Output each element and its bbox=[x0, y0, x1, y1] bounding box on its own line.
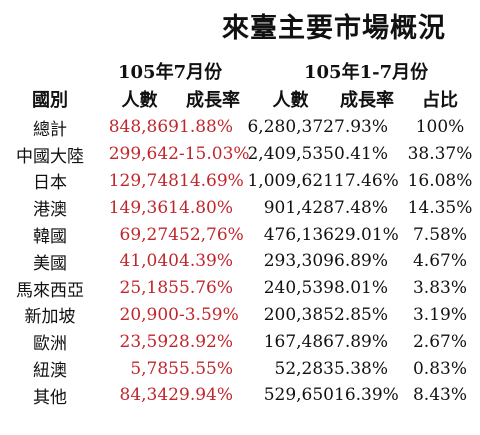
ytd-growth-cell: 2.85% bbox=[334, 304, 389, 325]
july-count-cell: 84,342 bbox=[119, 385, 179, 406]
country-cell: 總計 bbox=[33, 119, 67, 140]
page-title: 來臺主要市場概況 bbox=[222, 13, 446, 44]
column-header-share: 占比 bbox=[422, 90, 458, 111]
ytd-growth-cell: 7.93% bbox=[334, 117, 389, 138]
market-stats-table: 國別 人數 成長率 人數 成長率 占比 總計 848,869 1.88% 6,2… bbox=[0, 84, 480, 409]
july-growth-cell: 4.39% bbox=[179, 251, 234, 272]
share-cell: 0.83% bbox=[412, 358, 467, 379]
ytd-count-cell: 167,486 bbox=[263, 331, 334, 352]
july-count-cell: 20,900 bbox=[119, 304, 179, 325]
july-growth-cell: -15.03% bbox=[179, 144, 250, 165]
column-header-ytd-count: 人數 bbox=[272, 90, 309, 111]
country-cell: 馬來西亞 bbox=[16, 280, 84, 301]
column-header-july-count: 人數 bbox=[121, 90, 158, 111]
column-header-july-growth: 成長率 bbox=[186, 90, 240, 111]
ytd-growth-cell: 6.89% bbox=[334, 251, 389, 272]
ytd-count-cell: 240,539 bbox=[263, 278, 334, 299]
ytd-count-cell: 476,136 bbox=[263, 224, 334, 245]
ytd-count-cell: 529,650 bbox=[263, 385, 334, 406]
july-growth-cell: -3.59% bbox=[179, 304, 239, 325]
july-count-cell: 25,185 bbox=[119, 278, 179, 299]
table-row: 韓國 69,274 52,76% 476,136 29.01% 7.58% bbox=[0, 221, 480, 248]
group-header-jan-jul: 105年1-7月份 bbox=[304, 62, 429, 83]
july-growth-cell: 9.94% bbox=[179, 385, 234, 406]
table-row: 其他 84,342 9.94% 529,650 16.39% 8.43% bbox=[0, 382, 480, 409]
share-cell: 14.35% bbox=[407, 197, 473, 218]
table-row: 中國大陸 299,642 -15.03% 2,409,535 0.41% 38.… bbox=[0, 141, 480, 168]
july-growth-cell: 5.76% bbox=[179, 278, 234, 299]
july-growth-cell: 4.80% bbox=[179, 197, 234, 218]
share-cell: 7.58% bbox=[412, 224, 467, 245]
ytd-growth-cell: 7.89% bbox=[334, 331, 389, 352]
july-growth-cell: 5.55% bbox=[179, 358, 234, 379]
table-row: 馬來西亞 25,185 5.76% 240,539 8.01% 3.83% bbox=[0, 275, 480, 302]
ytd-count-cell: 901,428 bbox=[263, 197, 334, 218]
country-cell: 新加坡 bbox=[24, 307, 76, 328]
july-growth-cell: 8.92% bbox=[179, 331, 234, 352]
ytd-growth-cell: 29.01% bbox=[334, 224, 399, 245]
ytd-count-cell: 6,280,372 bbox=[247, 117, 334, 138]
ytd-growth-cell: 7.48% bbox=[334, 197, 389, 218]
country-cell: 歐洲 bbox=[33, 334, 67, 355]
table-row: 日本 129,748 14.69% 1,009,621 17.46% 16.08… bbox=[0, 168, 480, 195]
share-cell: 3.83% bbox=[412, 278, 467, 299]
share-cell: 3.19% bbox=[412, 304, 467, 325]
july-count-cell: 149,361 bbox=[108, 197, 179, 218]
country-cell: 美國 bbox=[33, 253, 67, 274]
country-cell: 其他 bbox=[33, 387, 67, 408]
table-row: 總計 848,869 1.88% 6,280,372 7.93% 100% bbox=[0, 114, 480, 141]
july-count-cell: 848,869 bbox=[108, 117, 179, 138]
country-cell: 日本 bbox=[33, 173, 67, 194]
ytd-count-cell: 52,283 bbox=[274, 358, 334, 379]
share-cell: 16.08% bbox=[407, 170, 473, 191]
ytd-growth-cell: 5.38% bbox=[334, 358, 389, 379]
ytd-growth-cell: 17.46% bbox=[334, 170, 399, 191]
country-cell: 韓國 bbox=[33, 227, 67, 248]
ytd-growth-cell: 16.39% bbox=[334, 385, 399, 406]
july-count-cell: 129,748 bbox=[108, 170, 179, 191]
july-growth-cell: 52,76% bbox=[179, 224, 244, 245]
share-cell: 100% bbox=[415, 117, 465, 138]
july-growth-cell: 1.88% bbox=[179, 117, 234, 138]
ytd-count-cell: 200,385 bbox=[263, 304, 334, 325]
column-header-country: 國別 bbox=[32, 90, 68, 111]
july-count-cell: 69,274 bbox=[119, 224, 179, 245]
group-header-july: 105年7月份 bbox=[118, 62, 223, 83]
table-row: 港澳 149,361 4.80% 901,428 7.48% 14.35% bbox=[0, 194, 480, 221]
country-cell: 港澳 bbox=[33, 200, 67, 221]
table-row: 紐澳 5,785 5.55% 52,283 5.38% 0.83% bbox=[0, 355, 480, 382]
july-count-cell: 5,785 bbox=[130, 358, 179, 379]
ytd-growth-cell: 0.41% bbox=[334, 144, 389, 165]
july-count-cell: 41,040 bbox=[119, 251, 179, 272]
ytd-growth-cell: 8.01% bbox=[334, 278, 389, 299]
july-count-cell: 299,642 bbox=[108, 144, 179, 165]
share-cell: 4.67% bbox=[412, 251, 467, 272]
table-row: 歐洲 23,592 8.92% 167,486 7.89% 2.67% bbox=[0, 328, 480, 355]
table-row: 新加坡 20,900 -3.59% 200,385 2.85% 3.19% bbox=[0, 302, 480, 329]
share-cell: 2.67% bbox=[412, 331, 467, 352]
header-row: 國別 人數 成長率 人數 成長率 占比 bbox=[0, 84, 480, 114]
ytd-count-cell: 293,309 bbox=[263, 251, 334, 272]
ytd-count-cell: 2,409,535 bbox=[247, 144, 334, 165]
share-cell: 8.43% bbox=[412, 385, 467, 406]
july-count-cell: 23,592 bbox=[119, 331, 179, 352]
country-cell: 紐澳 bbox=[33, 361, 67, 382]
table-row: 美國 41,040 4.39% 293,309 6.89% 4.67% bbox=[0, 248, 480, 275]
share-cell: 38.37% bbox=[407, 144, 473, 165]
column-header-ytd-growth: 成長率 bbox=[340, 90, 394, 111]
country-cell: 中國大陸 bbox=[16, 146, 84, 167]
ytd-count-cell: 1,009,621 bbox=[247, 170, 334, 191]
july-growth-cell: 14.69% bbox=[179, 170, 244, 191]
